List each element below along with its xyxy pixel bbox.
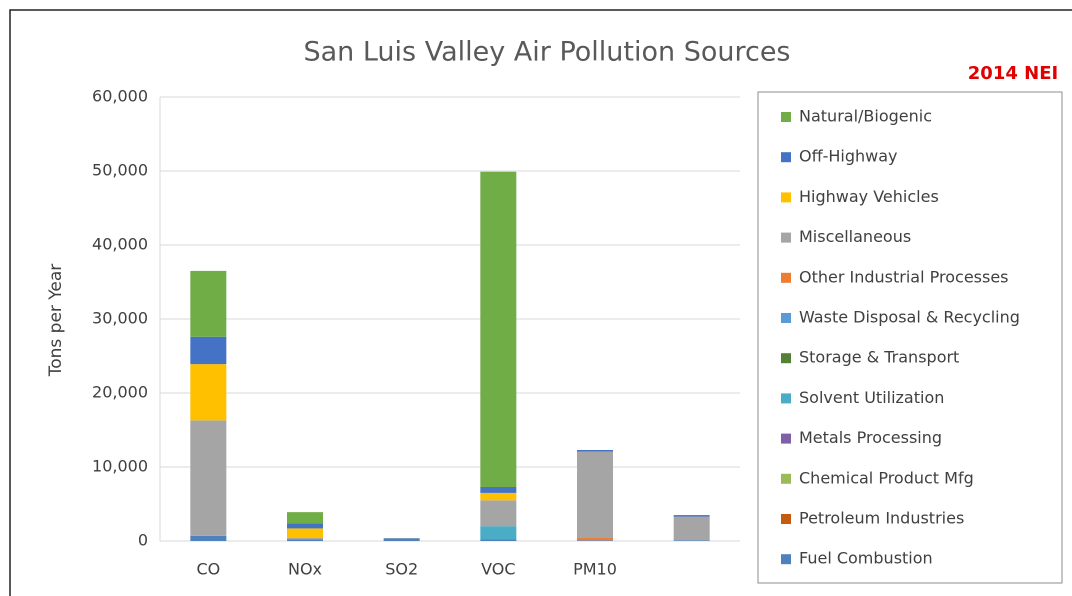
x-tick-label: SO2 xyxy=(385,560,418,579)
legend-label: Natural/Biogenic xyxy=(799,107,932,126)
bar-segment xyxy=(190,535,227,541)
legend-label: Miscellaneous xyxy=(799,227,911,246)
bar-segment xyxy=(480,500,517,527)
bar-segment xyxy=(190,364,227,421)
legend-swatch xyxy=(781,433,791,444)
legend-label: Solvent Utilization xyxy=(799,388,944,407)
bar-segment xyxy=(480,539,517,541)
bar-segment xyxy=(287,512,323,524)
legend-swatch xyxy=(781,112,791,122)
chart-title: San Luis Valley Air Pollution Sources xyxy=(303,37,790,68)
legend-label: Waste Disposal & Recycling xyxy=(799,308,1020,327)
y-tick-label: 10,000 xyxy=(92,457,148,476)
bar-segment xyxy=(577,540,613,541)
legend-swatch xyxy=(781,232,791,243)
bar-segment xyxy=(383,538,420,541)
legend-swatch xyxy=(781,272,791,283)
legend-swatch xyxy=(781,514,791,524)
legend-swatch xyxy=(781,192,791,203)
legend-swatch xyxy=(781,313,791,323)
bar-segment xyxy=(673,515,710,517)
legend-label: Chemical Product Mfg xyxy=(799,468,974,487)
bar-segment xyxy=(577,449,613,452)
legend-label: Storage & Transport xyxy=(799,348,959,367)
bar-segment xyxy=(287,539,323,541)
y-tick-label: 60,000 xyxy=(92,87,148,106)
annotation: 2014 NEI xyxy=(968,63,1058,84)
bar-segment xyxy=(480,486,517,493)
legend-box xyxy=(757,91,1063,584)
y-tick-label: 50,000 xyxy=(92,161,148,180)
y-axis-label: Tons per Year xyxy=(46,264,66,378)
legend-swatch xyxy=(781,554,791,565)
bar-segment xyxy=(190,336,227,365)
y-tick-label: 30,000 xyxy=(92,309,148,328)
bar-segment xyxy=(480,171,517,487)
legend-label: Fuel Combustion xyxy=(799,549,933,568)
legend-swatch xyxy=(781,353,791,364)
y-tick-label: 20,000 xyxy=(92,383,148,402)
legend-label: Metals Processing xyxy=(799,428,942,447)
legend-swatch xyxy=(781,473,791,484)
x-tick-label: NOx xyxy=(288,560,322,579)
bar-segment xyxy=(287,528,323,539)
bar-segment xyxy=(673,516,710,541)
y-tick-label: 0 xyxy=(138,531,148,550)
legend-label: Highway Vehicles xyxy=(799,187,939,206)
legend-label: Off-Highway xyxy=(799,147,898,166)
legend-swatch xyxy=(781,393,791,404)
legend-swatch xyxy=(781,152,791,163)
legend-label: Other Industrial Processes xyxy=(799,267,1009,286)
bar-segment xyxy=(287,538,323,540)
bar-segment xyxy=(480,492,517,501)
y-tick-label: 40,000 xyxy=(92,235,148,254)
x-tick-label: VOC xyxy=(481,560,515,579)
x-tick-label: CO xyxy=(196,560,220,579)
x-tick-label: PM10 xyxy=(573,560,617,579)
bar-segment xyxy=(577,451,613,538)
bar-segment xyxy=(480,526,517,540)
bar-segment xyxy=(287,523,323,529)
bar-segment xyxy=(190,270,227,337)
bar-segment xyxy=(673,540,710,541)
bar-segment xyxy=(190,420,227,536)
legend-label: Petroleum Industries xyxy=(799,509,964,528)
bar-segment xyxy=(577,537,613,541)
